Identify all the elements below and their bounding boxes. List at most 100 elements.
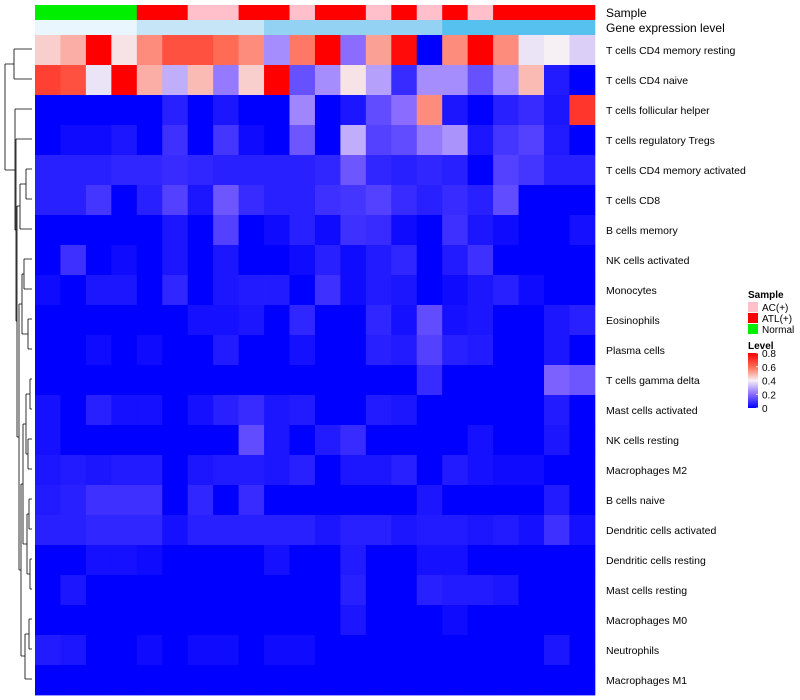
row-label: Mast cells activated [606, 405, 698, 417]
legend-label: Normal [762, 325, 794, 336]
heatmap-cell [162, 305, 189, 336]
heatmap-cell [518, 575, 545, 606]
heatmap-cell [340, 455, 367, 486]
heatmap-cell [365, 95, 392, 126]
heatmap-cell [467, 35, 494, 66]
heatmap-cell [416, 455, 443, 486]
heatmap-cell [60, 95, 87, 126]
heatmap-cell [314, 65, 341, 96]
heatmap-cell [314, 605, 341, 636]
heatmap-cell [289, 95, 316, 126]
heatmap-cell [289, 155, 316, 186]
heatmap-cell [162, 575, 189, 606]
heatmap-cell [416, 185, 443, 216]
row-label: T cells CD8 [606, 195, 660, 207]
heatmap-cell [467, 275, 494, 306]
row-label: NK cells resting [606, 435, 679, 447]
heatmap-cell [569, 305, 596, 336]
heatmap-cell [391, 125, 418, 156]
heatmap-cell [518, 65, 545, 96]
row-label: T cells regulatory Tregs [606, 135, 715, 147]
heatmap-cell [85, 635, 112, 666]
heatmap-cell [340, 605, 367, 636]
heatmap-cell [85, 125, 112, 156]
heatmap-cell [187, 455, 214, 486]
heatmap-cell [35, 395, 61, 426]
heatmap-cell [493, 275, 519, 306]
heatmap-cell [365, 485, 392, 516]
heatmap-cell [391, 365, 418, 396]
heatmap-cell [238, 65, 265, 96]
heatmap-cell [416, 35, 443, 66]
heatmap-cell [518, 545, 545, 576]
annotation-cell [314, 20, 341, 35]
heatmap-cell [187, 185, 214, 216]
heatmap-cell [136, 515, 163, 546]
annotation-cell [289, 20, 316, 35]
heatmap-cell [518, 455, 545, 486]
heatmap-cell [85, 455, 112, 486]
heatmap-cell [264, 275, 290, 306]
heatmap-cell [518, 155, 545, 186]
heatmap-cell [136, 65, 163, 96]
heatmap-cell [569, 365, 596, 396]
heatmap-cell [85, 305, 112, 336]
heatmap-cell [111, 455, 138, 486]
heatmap-cell [213, 365, 239, 396]
heatmap-cell [314, 245, 341, 276]
heatmap-cell [162, 155, 189, 186]
heatmap-cell [85, 425, 112, 456]
annotation-cell [340, 20, 367, 35]
heatmap-cell [60, 545, 87, 576]
heatmap-cell [111, 395, 138, 426]
heatmap-cell [365, 425, 392, 456]
heatmap-cell [518, 605, 545, 636]
heatmap-cell [544, 155, 570, 186]
heatmap-cell [60, 35, 87, 66]
heatmap-cell [162, 485, 189, 516]
heatmap-cell [544, 95, 570, 126]
heatmap-cell [111, 425, 138, 456]
heatmap-cell [467, 665, 494, 696]
heatmap-cell [213, 35, 239, 66]
heatmap-cell [391, 425, 418, 456]
heatmap-cell [111, 485, 138, 516]
heatmap-cell [467, 485, 494, 516]
annotation-cell [162, 5, 189, 20]
heatmap-cell [340, 35, 367, 66]
heatmap-cell [340, 335, 367, 366]
heatmap-cell [60, 335, 87, 366]
row-label: Macrophages M2 [606, 465, 687, 477]
annotation-cell [493, 5, 519, 20]
heatmap-cell [35, 455, 61, 486]
heatmap-cell [35, 125, 61, 156]
heatmap-cell [213, 425, 239, 456]
heatmap-cell [35, 545, 61, 576]
heatmap-cell [544, 425, 570, 456]
heatmap-cell [85, 575, 112, 606]
heatmap-cell [213, 605, 239, 636]
heatmap-cell [111, 275, 138, 306]
heatmap-cell [416, 215, 443, 246]
heatmap-cell [213, 575, 239, 606]
heatmap-cell [518, 305, 545, 336]
heatmap-cell [544, 665, 570, 696]
heatmap-cell [238, 305, 265, 336]
heatmap-cell [365, 575, 392, 606]
heatmap-cell [238, 605, 265, 636]
heatmap-cell [289, 185, 316, 216]
heatmap-cell [416, 485, 443, 516]
heatmap-cell [111, 215, 138, 246]
heatmap-cell [340, 665, 367, 696]
annotation-cell [85, 20, 112, 35]
heatmap-cell [314, 425, 341, 456]
heatmap-cell [35, 35, 61, 66]
annotation-cell [518, 20, 545, 35]
heatmap-cell [467, 395, 494, 426]
row-dendrogram [4, 48, 32, 680]
heatmap-cell [213, 635, 239, 666]
heatmap-cell [187, 335, 214, 366]
heatmap-cell [60, 575, 87, 606]
heatmap-cell [493, 545, 519, 576]
heatmap-cell [391, 455, 418, 486]
